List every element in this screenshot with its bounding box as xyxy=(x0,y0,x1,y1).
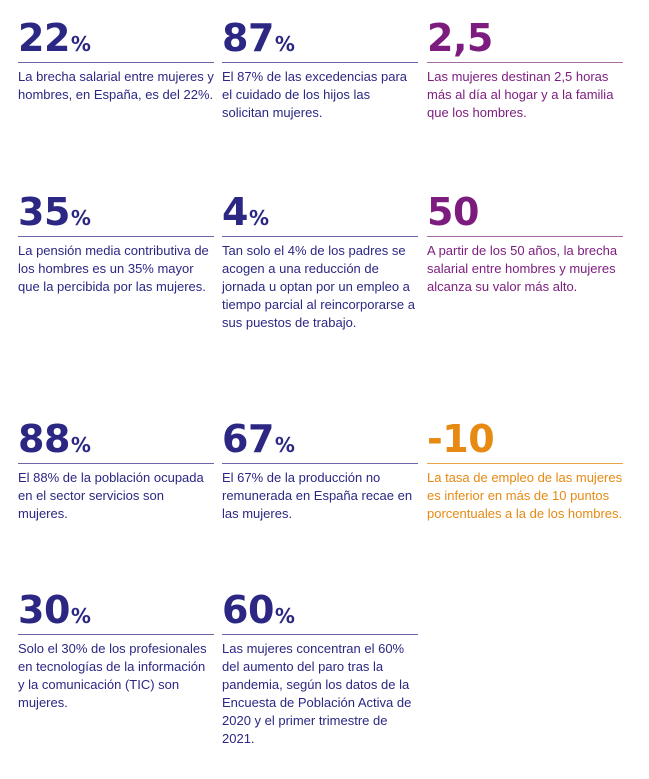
stat-description: La tasa de empleo de las mujeres es infe… xyxy=(427,470,623,521)
stat-description: La brecha salarial entre mujeres y hombr… xyxy=(18,69,214,102)
stat-card-employment-rate: -10 La tasa de empleo de las mujeres es … xyxy=(427,417,623,523)
stat-value: -10 xyxy=(427,417,495,461)
stat-card-unemployment: 60% Las mujeres concentran el 60% del au… xyxy=(222,588,418,748)
stat-card-fathers: 4% Tan solo el 4% de los padres se acoge… xyxy=(222,190,418,332)
divider xyxy=(18,236,214,237)
stat-card-leave: 87% El 87% de las excedencias para el cu… xyxy=(222,16,418,122)
stat-value: 67% xyxy=(222,417,295,461)
stat-value: 60% xyxy=(222,588,295,632)
stat-description: Las mujeres destinan 2,5 horas más al dí… xyxy=(427,69,614,120)
divider xyxy=(427,463,623,464)
stat-description: Tan solo el 4% de los padres se acogen a… xyxy=(222,243,415,330)
stat-description: El 87% de las excedencias para el cuidad… xyxy=(222,69,408,120)
stat-value: 35% xyxy=(18,190,91,234)
stat-value: 30% xyxy=(18,588,91,632)
divider xyxy=(222,236,418,237)
divider xyxy=(18,62,214,63)
divider xyxy=(427,236,623,237)
stat-value: 50 xyxy=(427,190,479,234)
stat-value: 87% xyxy=(222,16,295,60)
stat-description: Solo el 30% de los profesionales en tecn… xyxy=(18,641,207,710)
stat-card-pension: 35% La pensión media contributiva de los… xyxy=(18,190,214,296)
stat-value: 88% xyxy=(18,417,91,461)
stat-card-services: 88% El 88% de la población ocupada en el… xyxy=(18,417,214,523)
divider xyxy=(222,634,418,635)
stat-card-unpaid-work: 67% El 67% de la producción no remunerad… xyxy=(222,417,418,523)
divider xyxy=(18,634,214,635)
divider xyxy=(18,463,214,464)
stat-description: A partir de los 50 años, la brecha salar… xyxy=(427,243,618,294)
stat-card-tic: 30% Solo el 30% de los profesionales en … xyxy=(18,588,214,712)
stat-value: 2,5 xyxy=(427,16,493,60)
stat-description: Las mujeres concentran el 60% del aument… xyxy=(222,641,412,746)
divider xyxy=(427,62,623,63)
stat-description: La pensión media contributiva de los hom… xyxy=(18,243,209,294)
stat-card-age: 50 A partir de los 50 años, la brecha sa… xyxy=(427,190,623,296)
divider xyxy=(222,463,418,464)
stat-description: El 88% de la población ocupada en el sec… xyxy=(18,470,204,521)
stat-card-hours: 2,5 Las mujeres destinan 2,5 horas más a… xyxy=(427,16,623,122)
stat-value: 22% xyxy=(18,16,91,60)
stat-value: 4% xyxy=(222,190,269,234)
divider xyxy=(222,62,418,63)
stat-description: El 67% de la producción no remunerada en… xyxy=(222,470,413,521)
stat-card-wage-gap: 22% La brecha salarial entre mujeres y h… xyxy=(18,16,214,104)
